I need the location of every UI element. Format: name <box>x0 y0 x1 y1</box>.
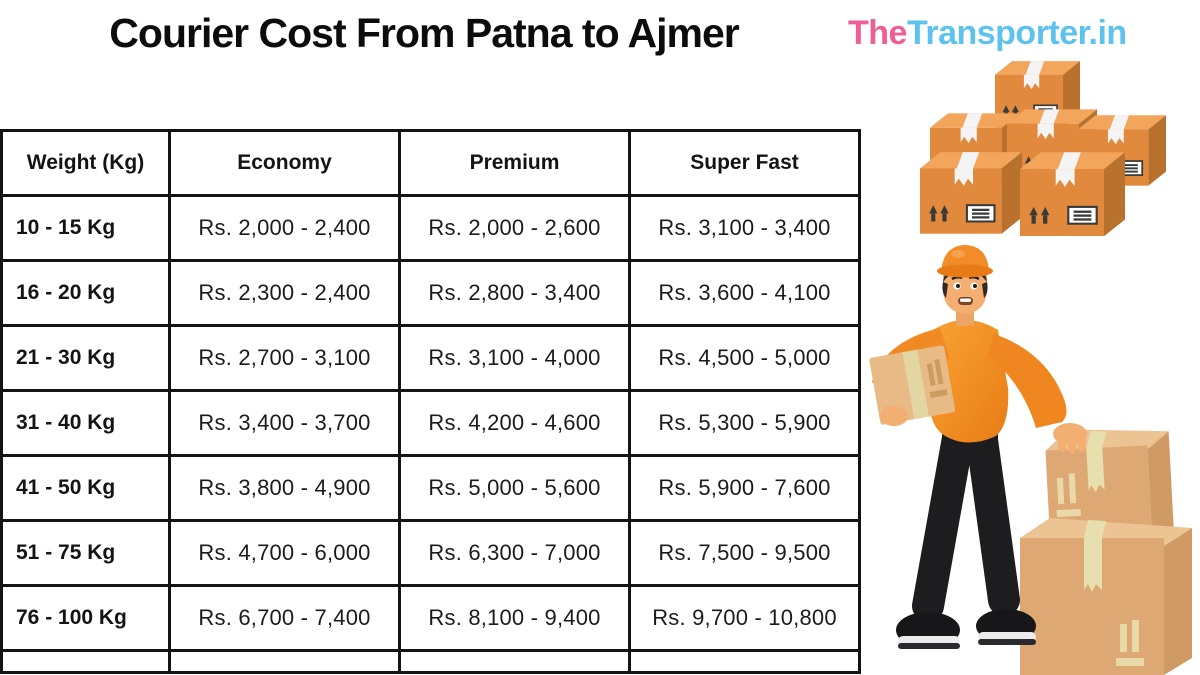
premium-price: Rs. 3,100 - 4,000 <box>398 324 631 392</box>
col-header-superfast: Super Fast <box>628 129 861 197</box>
premium-price: Rs. 5,000 - 5,600 <box>398 454 631 522</box>
table-row: 41 - 50 Kg Rs. 3,800 - 4,900 Rs. 5,000 -… <box>0 454 861 522</box>
premium-price: Rs. 2,000 - 2,600 <box>398 194 631 262</box>
leaning-boxes-bottom <box>1020 518 1192 675</box>
table-row-clipped <box>0 649 861 674</box>
shoes <box>896 609 1036 649</box>
weight-value: 10 - 15 Kg <box>0 194 171 262</box>
delivery-man-illustration <box>869 245 1192 675</box>
brand-logo: TheTransporter.in <box>848 14 1188 53</box>
right-hand <box>1053 423 1087 454</box>
table-header-row: Weight (Kg) Economy Premium Super Fast <box>0 129 861 197</box>
face-features <box>951 276 980 305</box>
col-header-economy: Economy <box>168 129 401 197</box>
weight-value: 51 - 75 Kg <box>0 519 171 587</box>
left-hand <box>880 406 908 426</box>
parcel-stack-illustration <box>918 60 1167 236</box>
table-row: 76 - 100 Kg Rs. 6,700 - 7,400 Rs. 8,100 … <box>0 584 861 652</box>
courier-cost-table: Weight (Kg) Economy Premium Super Fast 1… <box>0 129 861 674</box>
table-row: 16 - 20 Kg Rs. 2,300 - 2,400 Rs. 2,800 -… <box>0 259 861 327</box>
weight-value: 16 - 20 Kg <box>0 259 171 327</box>
superfast-price: Rs. 3,100 - 3,400 <box>628 194 861 262</box>
brand-logo-part1: The <box>848 14 907 52</box>
table-row: 21 - 30 Kg Rs. 2,700 - 3,100 Rs. 3,100 -… <box>0 324 861 392</box>
economy-price: Rs. 2,700 - 3,100 <box>168 324 401 392</box>
col-header-premium: Premium <box>398 129 631 197</box>
economy-price: Rs. 2,300 - 2,400 <box>168 259 401 327</box>
table-row: 51 - 75 Kg Rs. 4,700 - 6,000 Rs. 6,300 -… <box>0 519 861 587</box>
economy-price: Rs. 3,400 - 3,700 <box>168 389 401 457</box>
held-parcel <box>869 345 956 425</box>
weight-value: 41 - 50 Kg <box>0 454 171 522</box>
weight-value: 21 - 30 Kg <box>0 324 171 392</box>
weight-value: 31 - 40 Kg <box>0 389 171 457</box>
premium-price: Rs. 4,200 - 4,600 <box>398 389 631 457</box>
superfast-price: Rs. 3,600 - 4,100 <box>628 259 861 327</box>
table-row: 31 - 40 Kg Rs. 3,400 - 3,700 Rs. 4,200 -… <box>0 389 861 457</box>
superfast-price: Rs. 7,500 - 9,500 <box>628 519 861 587</box>
premium-price: Rs. 2,800 - 3,400 <box>398 259 631 327</box>
brand-logo-part2: Transporter.in <box>906 14 1127 52</box>
premium-price: Rs. 8,100 - 9,400 <box>398 584 631 652</box>
superfast-price: Rs. 5,300 - 5,900 <box>628 389 861 457</box>
superfast-price: Rs. 4,500 - 5,000 <box>628 324 861 392</box>
superfast-price: Rs. 9,700 - 10,800 <box>628 584 861 652</box>
col-header-weight: Weight (Kg) <box>0 129 171 197</box>
table-row: 10 - 15 Kg Rs. 2,000 - 2,400 Rs. 2,000 -… <box>0 194 861 262</box>
page-title: Courier Cost From Patna to Ajmer <box>109 10 739 56</box>
right-arm <box>988 334 1067 428</box>
superfast-price: Rs. 5,900 - 7,600 <box>628 454 861 522</box>
legs <box>912 422 1020 622</box>
weight-value: 76 - 100 Kg <box>0 584 171 652</box>
cap <box>937 245 993 278</box>
economy-price: Rs. 3,800 - 4,900 <box>168 454 401 522</box>
economy-price: Rs. 6,700 - 7,400 <box>168 584 401 652</box>
economy-price: Rs. 4,700 - 6,000 <box>168 519 401 587</box>
economy-price: Rs. 2,000 - 2,400 <box>168 194 401 262</box>
premium-price: Rs. 6,300 - 7,000 <box>398 519 631 587</box>
